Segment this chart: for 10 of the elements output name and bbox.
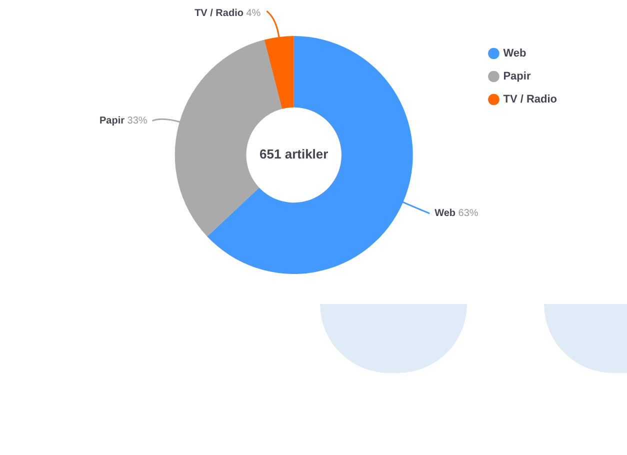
data-label: 63% <box>458 208 478 220</box>
slice-label: TV / Radio <box>194 8 244 19</box>
data-label: 33% <box>127 116 148 127</box>
data-label: 4% <box>246 8 261 19</box>
legend-label: Papir <box>503 70 532 83</box>
slice-label: Papir <box>99 116 125 127</box>
slice-label: Web <box>434 208 456 220</box>
legend-label: Web <box>503 48 527 60</box>
text: 651 artikler <box>260 146 328 162</box>
legend-label: TV / Radio <box>503 94 558 106</box>
